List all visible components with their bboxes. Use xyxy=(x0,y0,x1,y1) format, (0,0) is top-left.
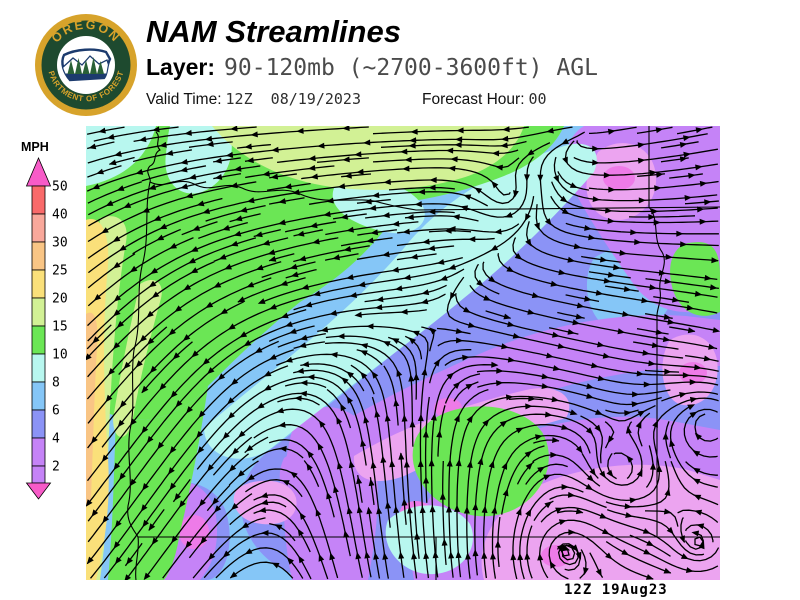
page-title: NAM Streamlines xyxy=(146,14,401,49)
logo-base-band xyxy=(62,73,110,80)
legend-tick-20: 20 xyxy=(52,292,68,307)
wind-speed-colorbar: 50 40 30 25 20 15 10 8 6 4 2 xyxy=(25,156,68,500)
forecast-hour-line: Forecast Hour: 00 xyxy=(422,90,547,109)
valid-time-line: Valid Time: 12Z 08/19/2023 xyxy=(146,90,361,109)
valid-time-label: Valid Time: xyxy=(146,91,222,108)
fill-green-coast xyxy=(108,386,208,580)
legend-tick-15: 15 xyxy=(52,320,68,335)
legend-arrow-above-max xyxy=(25,156,52,187)
legend-color-cell xyxy=(31,213,46,243)
legend-tick-40: 40 xyxy=(52,208,68,223)
legend-tick-25: 25 xyxy=(52,264,68,279)
legend-tick-4: 4 xyxy=(52,432,60,447)
logo-oregon-emblem xyxy=(61,48,112,82)
legend-color-cell xyxy=(31,241,46,271)
streamline-map xyxy=(86,126,720,580)
legend-color-cell xyxy=(31,269,46,299)
fill-sandy-edge xyxy=(86,312,98,508)
fill-magenta-spot xyxy=(603,166,635,190)
fill-green-rightedge xyxy=(670,242,720,316)
legend-tick-10: 10 xyxy=(52,348,68,363)
layer-line: Layer: 90-120mb (~2700-3600ft) AGL xyxy=(146,54,598,81)
fill-cyan-band xyxy=(204,143,597,459)
legend-color-cell xyxy=(31,297,46,327)
legend-color-cell xyxy=(31,353,46,383)
legend-tick-6: 6 xyxy=(52,404,60,419)
logo-trees xyxy=(67,57,104,74)
fill-magenta-spot xyxy=(179,515,209,549)
streamlines-layer xyxy=(86,126,720,580)
legend-color-cell xyxy=(31,409,46,439)
model-run-timestamp: 12Z 19Aug23 xyxy=(564,582,668,598)
legend-tick-2: 2 xyxy=(52,460,60,475)
forecast-hour-value: 00 xyxy=(528,90,547,108)
legend-color-cell xyxy=(31,325,46,355)
legend-arrow-below-min xyxy=(25,482,52,500)
legend-color-cell xyxy=(31,437,46,467)
legend-color-cell xyxy=(31,381,46,411)
border-idaho-snake xyxy=(648,126,665,537)
fill-gold-edge xyxy=(86,219,109,580)
legend-tick-8: 8 xyxy=(52,376,60,391)
fill-pink-bottomright xyxy=(481,464,720,580)
legend-unit-label: MPH xyxy=(21,140,49,154)
layer-label: Layer: xyxy=(146,54,216,80)
legend-below-min-cell xyxy=(31,465,46,484)
fill-palegreen-stripe2 xyxy=(113,280,162,438)
legend-color-cell xyxy=(31,185,46,215)
border-coastline-south xyxy=(127,181,151,580)
legend-tick-30: 30 xyxy=(52,236,68,251)
forecast-hour-label: Forecast Hour: xyxy=(422,91,525,108)
valid-time-value: 12Z 08/19/2023 xyxy=(225,90,361,108)
odf-logo: OREGON DEPARTMENT OF FORESTRY xyxy=(35,14,137,116)
legend-tick-50: 50 xyxy=(52,180,68,195)
wind-speed-fill-regions xyxy=(86,126,720,580)
layer-value: 90-120mb (~2700-3600ft) AGL xyxy=(224,55,598,81)
